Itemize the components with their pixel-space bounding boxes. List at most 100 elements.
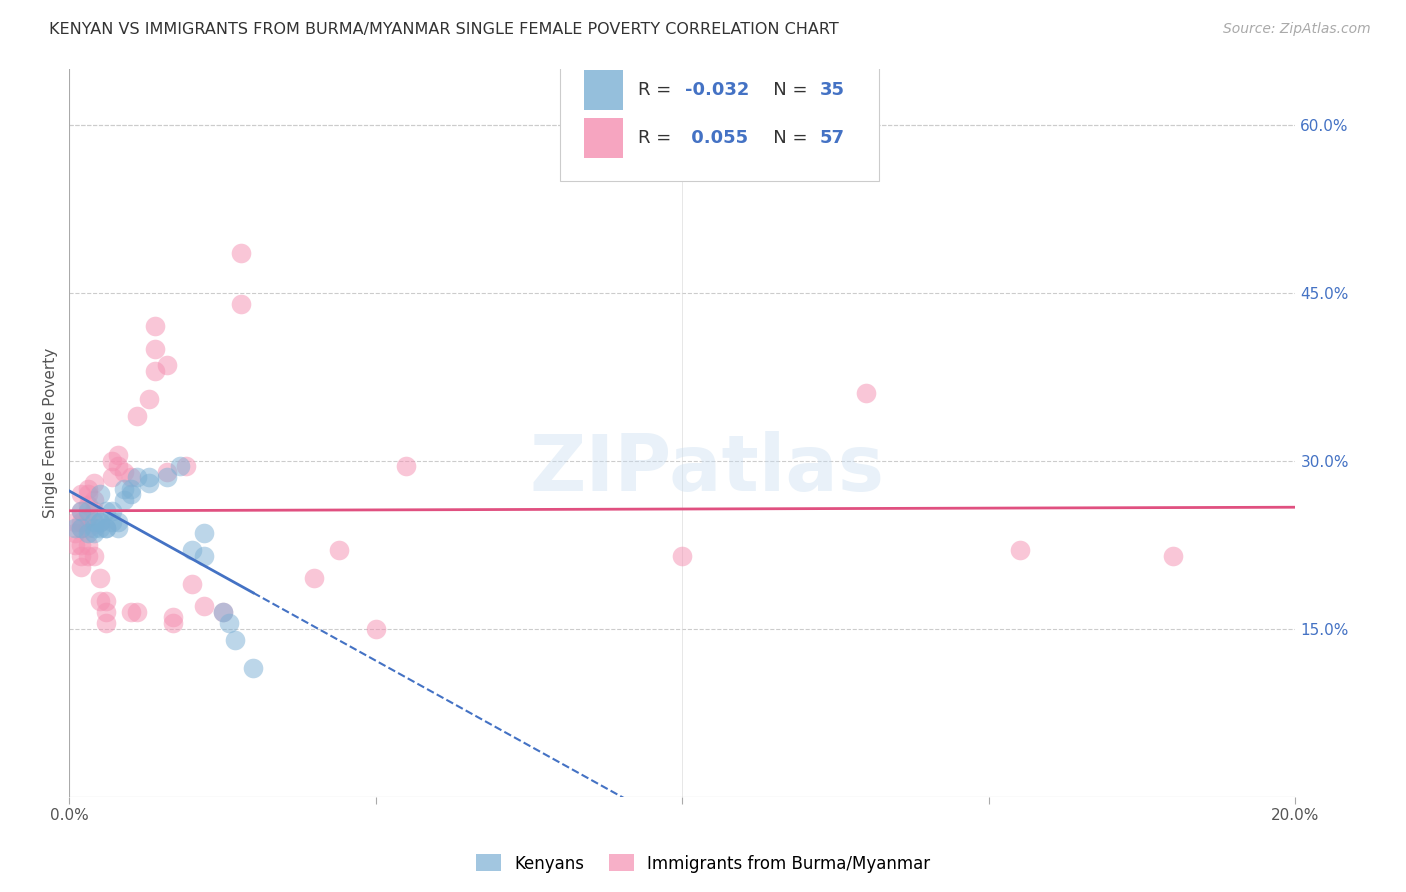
- Point: [125, 409, 148, 423]
- Point: [1161, 549, 1184, 563]
- Point: [65, 526, 87, 541]
- Point: [76, 504, 98, 518]
- Text: ZIPatlas: ZIPatlas: [530, 431, 884, 507]
- Point: [83, 492, 105, 507]
- Point: [120, 605, 142, 619]
- Point: [162, 610, 184, 624]
- Point: [83, 504, 105, 518]
- Point: [112, 465, 135, 479]
- Text: N =: N =: [756, 128, 813, 146]
- FancyBboxPatch shape: [585, 118, 623, 158]
- Point: [169, 459, 191, 474]
- Point: [120, 487, 142, 501]
- Point: [120, 482, 142, 496]
- Point: [70, 549, 93, 563]
- Point: [364, 622, 387, 636]
- Point: [211, 605, 233, 619]
- Point: [180, 577, 202, 591]
- Point: [76, 487, 98, 501]
- Point: [101, 453, 124, 467]
- Point: [304, 571, 326, 585]
- Point: [94, 615, 117, 630]
- Point: [76, 549, 98, 563]
- Point: [94, 504, 117, 518]
- Point: [112, 482, 135, 496]
- Point: [94, 605, 117, 619]
- Text: -0.032: -0.032: [685, 81, 749, 99]
- Point: [242, 661, 264, 675]
- Point: [138, 470, 160, 484]
- Point: [83, 521, 105, 535]
- Point: [138, 392, 160, 406]
- Point: [94, 521, 117, 535]
- Point: [328, 543, 350, 558]
- Point: [101, 515, 124, 529]
- Point: [70, 504, 93, 518]
- Point: [125, 470, 148, 484]
- Point: [65, 538, 87, 552]
- Point: [107, 459, 129, 474]
- Point: [65, 521, 87, 535]
- Point: [70, 487, 93, 501]
- Point: [101, 470, 124, 484]
- Point: [138, 475, 160, 490]
- Text: 57: 57: [820, 128, 845, 146]
- Point: [193, 549, 215, 563]
- Text: 0.055: 0.055: [685, 128, 748, 146]
- Point: [89, 593, 111, 607]
- Point: [107, 448, 129, 462]
- Point: [229, 246, 252, 260]
- Text: KENYAN VS IMMIGRANTS FROM BURMA/MYANMAR SINGLE FEMALE POVERTY CORRELATION CHART: KENYAN VS IMMIGRANTS FROM BURMA/MYANMAR …: [49, 22, 839, 37]
- Point: [76, 499, 98, 513]
- Point: [112, 492, 135, 507]
- Point: [83, 549, 105, 563]
- Point: [143, 342, 166, 356]
- Point: [101, 504, 124, 518]
- Point: [70, 560, 93, 574]
- Point: [83, 475, 105, 490]
- Point: [125, 605, 148, 619]
- FancyBboxPatch shape: [585, 70, 623, 111]
- Point: [89, 571, 111, 585]
- Point: [107, 521, 129, 535]
- FancyBboxPatch shape: [560, 65, 879, 181]
- Point: [143, 319, 166, 334]
- Point: [218, 615, 240, 630]
- Point: [76, 482, 98, 496]
- Text: 35: 35: [820, 81, 845, 99]
- Point: [94, 521, 117, 535]
- Point: [65, 515, 87, 529]
- Point: [162, 615, 184, 630]
- Text: N =: N =: [756, 81, 813, 99]
- Point: [224, 632, 246, 647]
- Point: [76, 521, 98, 535]
- Point: [120, 470, 142, 484]
- Point: [70, 521, 93, 535]
- Point: [70, 504, 93, 518]
- Text: R =: R =: [638, 128, 678, 146]
- Point: [395, 459, 418, 474]
- Point: [83, 526, 105, 541]
- Point: [70, 538, 93, 552]
- Text: Source: ZipAtlas.com: Source: ZipAtlas.com: [1223, 22, 1371, 37]
- Point: [70, 515, 93, 529]
- Point: [180, 543, 202, 558]
- Text: R =: R =: [638, 81, 678, 99]
- Point: [76, 509, 98, 524]
- Legend: Kenyans, Immigrants from Burma/Myanmar: Kenyans, Immigrants from Burma/Myanmar: [470, 847, 936, 880]
- Point: [193, 599, 215, 614]
- Point: [156, 465, 179, 479]
- Point: [107, 515, 129, 529]
- Point: [76, 538, 98, 552]
- Point: [229, 297, 252, 311]
- Point: [1008, 543, 1031, 558]
- Point: [193, 526, 215, 541]
- Point: [671, 549, 693, 563]
- Point: [156, 359, 179, 373]
- Point: [143, 364, 166, 378]
- Point: [89, 515, 111, 529]
- Point: [855, 386, 877, 401]
- Point: [89, 487, 111, 501]
- Y-axis label: Single Female Poverty: Single Female Poverty: [44, 348, 58, 517]
- Point: [83, 515, 105, 529]
